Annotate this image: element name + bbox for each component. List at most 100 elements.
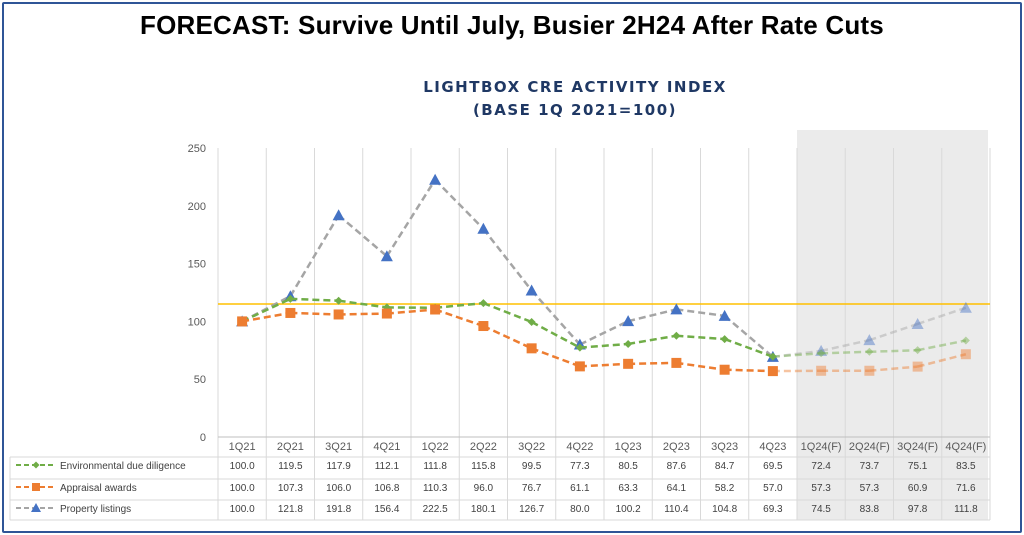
appraisal-awards-point [285, 307, 296, 318]
environmental-due-diligence-point [527, 317, 536, 326]
environmental-due-diligence-line-segment [482, 301, 533, 324]
property-listings-line-segment [482, 228, 533, 292]
x-tick-label: 2Q22 [470, 441, 497, 453]
table-cell: 180.1 [471, 504, 496, 515]
x-tick-label: 1Q22 [422, 441, 449, 453]
appraisal-awards-point [333, 309, 344, 320]
property-listings-line-segment [434, 178, 485, 230]
table-cell: 222.5 [423, 504, 448, 515]
property-listings-line-segment [676, 308, 725, 318]
environmental-due-diligence-point [961, 336, 970, 345]
legend-label-appraisal-awards: Appraisal awards [60, 483, 137, 494]
y-tick-label: 100 [188, 316, 206, 328]
environmental-due-diligence-point [865, 347, 874, 356]
property-listings-point [622, 315, 635, 327]
appraisal-awards-point [719, 364, 730, 375]
x-tick-label: 4Q24(F) [945, 441, 986, 453]
appraisal-awards-point [864, 365, 875, 376]
table-cell: 83.8 [860, 504, 880, 515]
y-tick-label: 0 [200, 432, 206, 444]
y-tick-label: 200 [188, 201, 206, 213]
table-cell: 76.7 [522, 483, 542, 494]
table-cell: 117.9 [326, 461, 351, 472]
x-tick-label: 3Q24(F) [897, 441, 938, 453]
table-cell: 69.3 [763, 504, 783, 515]
environmental-due-diligence-line-segment [869, 348, 918, 354]
environmental-due-diligence-line-segment [338, 299, 388, 309]
appraisal-awards-line-segment [290, 311, 339, 316]
environmental-due-diligence-line-segment [241, 297, 291, 323]
appraisal-awards-point [526, 343, 537, 354]
chart-subtitle-line: (BASE 1Q 2021=100) [472, 101, 678, 119]
table-cell: 126.7 [519, 504, 544, 515]
environmental-due-diligence-line-segment [724, 337, 774, 358]
table-cell: 87.6 [667, 461, 687, 472]
environmental-due-diligence-point [479, 299, 488, 308]
appraisal-awards-point [912, 361, 923, 372]
property-listings-point [380, 250, 393, 262]
table-cell: 60.9 [908, 483, 928, 494]
environmental-due-diligence-line-segment [676, 334, 725, 341]
environmental-due-diligence-line-segment [579, 342, 629, 349]
table-cell: 107.3 [278, 483, 303, 494]
property-listings-point [718, 309, 731, 321]
environmental-due-diligence-point [575, 343, 584, 352]
table-cell: 83.5 [956, 461, 976, 472]
legend-marker-environmental-due-diligence [32, 461, 40, 469]
appraisal-awards-point [816, 365, 827, 376]
table-cell: 84.7 [715, 461, 735, 472]
y-tick-label: 150 [188, 259, 206, 271]
appraisal-awards-line-segment [434, 308, 484, 328]
table-cell: 111.8 [954, 504, 978, 515]
property-listings-point [670, 303, 683, 315]
table-cell: 57.0 [763, 483, 783, 494]
property-listings-point [477, 222, 490, 234]
table-cell: 71.6 [956, 483, 976, 494]
table-cell: 97.8 [908, 504, 928, 515]
table-cell: 58.2 [715, 483, 735, 494]
appraisal-awards-line-segment [531, 347, 581, 368]
table-cell: 115.8 [471, 461, 496, 472]
property-listings-line-segment [868, 322, 919, 342]
environmental-due-diligence-line-segment [627, 334, 677, 346]
property-listings-point [959, 301, 972, 313]
table-cell: 104.8 [712, 504, 737, 515]
property-listings-line-segment [289, 214, 340, 297]
environmental-due-diligence-point [672, 331, 681, 340]
property-listings-point [525, 284, 538, 296]
x-tick-label: 3Q21 [325, 441, 352, 453]
property-listings-point [863, 334, 876, 346]
appraisal-awards-point [671, 357, 682, 368]
x-tick-label: 3Q22 [518, 441, 545, 453]
table-cell: 100.0 [230, 483, 255, 494]
y-tick-label: 250 [188, 143, 206, 155]
environmental-due-diligence-line-segment [821, 350, 870, 355]
property-listings-line-segment [627, 308, 677, 323]
appraisal-awards-point [381, 308, 392, 319]
property-listings-line-segment [820, 338, 870, 353]
appraisal-awards-point [767, 366, 778, 377]
table-cell: 110.4 [664, 504, 689, 515]
property-listings-line-segment [772, 349, 822, 359]
table-cell: 96.0 [474, 483, 494, 494]
appraisal-awards-line-segment [917, 353, 967, 368]
x-tick-label: 4Q22 [566, 441, 593, 453]
x-tick-label: 4Q21 [373, 441, 400, 453]
table-cell: 119.5 [278, 461, 303, 472]
appraisal-awards-line-segment [482, 324, 533, 350]
environmental-due-diligence-point [913, 346, 922, 355]
property-listings-point [815, 344, 828, 356]
legend-label-property-listings: Property listings [60, 504, 131, 515]
table-cell: 80.0 [570, 504, 590, 515]
table-cell: 80.5 [618, 461, 638, 472]
table-cell: 106.8 [374, 483, 399, 494]
table-cell: 73.7 [860, 461, 880, 472]
table-cell: 100.0 [230, 504, 255, 515]
table-cell: 156.4 [374, 504, 399, 515]
environmental-due-diligence-point [817, 349, 826, 358]
x-tick-label: 1Q23 [615, 441, 642, 453]
chart-title-line: LIGHTBOX CRE ACTIVITY INDEX [423, 78, 727, 96]
table-cell: 99.5 [522, 461, 542, 472]
appraisal-awards-line-segment [386, 308, 436, 315]
environmental-due-diligence-point [624, 339, 633, 348]
